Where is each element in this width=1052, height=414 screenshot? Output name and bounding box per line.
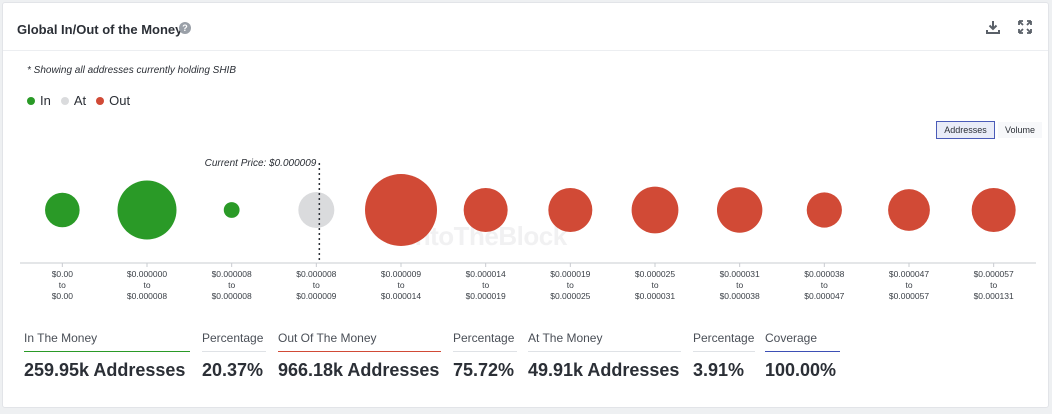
x-tick-label: $0.000038 [720,291,760,301]
stat-out-of-the-money: Out Of The Money 966.18k Addresses [278,328,441,381]
bubble-out[interactable] [365,174,437,246]
x-tick-label: to [567,280,574,290]
x-tick-label: $0.000008 [212,291,252,301]
x-tick-label: to [228,280,235,290]
x-tick-label: $0.00 [52,291,74,301]
stat-value: 100.00% [765,360,837,380]
x-tick-label: to [821,280,828,290]
stat-label: Out Of The Money [278,328,441,352]
x-tick-label: to [482,280,489,290]
x-tick-label: to [143,280,150,290]
x-tick-label: $0.000047 [889,269,929,279]
bubble-out[interactable] [716,187,763,233]
bubble-in[interactable] [223,202,240,218]
stat-value: 49.91k Addresses [528,360,680,380]
legend-in-label: In [40,93,51,108]
card-header: Global In/Out of the Money ? [3,3,1048,51]
x-tick-label: $0.000009 [296,291,336,301]
stat-at-percentage: Percentage 3.91% [693,328,755,381]
bubble-out[interactable] [631,186,679,234]
current-price-label: Current Price: $0.000009 [205,158,317,169]
holding-note: * Showing all addresses currently holdin… [27,65,236,76]
stat-value: 20.37% [202,360,264,380]
stat-value: 75.72% [453,360,515,380]
download-icon[interactable] [985,19,1001,35]
x-tick-label: $0.000008 [296,269,336,279]
legend-at-label: At [73,93,87,108]
expand-icon[interactable] [1017,19,1033,35]
x-tick-label: to [736,280,743,290]
addresses-toggle[interactable]: Addresses [936,121,995,139]
stat-value: 966.18k Addresses [278,360,440,380]
x-tick-label: $0.000014 [466,269,506,279]
bubble-out[interactable] [806,192,842,228]
legend-out-dot [96,96,105,105]
legend-item-at[interactable]: At [60,93,87,108]
x-tick-label: $0.000057 [974,269,1014,279]
x-tick-label: $0.000131 [974,291,1014,301]
legend-item-in[interactable]: In [27,93,51,108]
stat-in-percentage: Percentage 20.37% [202,328,266,381]
bubble-at[interactable] [298,192,335,228]
stat-label: Coverage [765,328,840,352]
x-tick-label: $0.000031 [720,269,760,279]
legend-out-label: Out [109,93,131,108]
bubble-in[interactable] [45,192,80,228]
bubble-out[interactable] [463,188,508,232]
x-tick-label: $0.000014 [381,291,421,301]
legend-in-dot [27,96,35,105]
x-tick-label: $0.000025 [550,291,590,301]
x-tick-label: to [651,280,658,290]
x-tick-label: $0.000038 [804,269,844,279]
volume-toggle[interactable]: Volume [997,121,1043,139]
bubble-out[interactable] [888,189,930,231]
stat-at-the-money: At The Money 49.91k Addresses [528,328,681,381]
stat-label: Percentage [693,328,755,352]
bubble-in[interactable] [117,180,177,240]
stat-out-percentage: Percentage 75.72% [453,328,517,381]
chart-card: Global In/Out of the Money ? * Showing a… [2,2,1049,408]
bubble-out[interactable] [548,188,593,232]
card-title: Global In/Out of the Money [17,22,183,37]
stat-coverage: Coverage 100.00% [765,328,840,381]
stat-label: Percentage [453,328,517,352]
x-tick-label: $0.000057 [889,291,929,301]
legend: In At Out [27,93,140,108]
stat-label: At The Money [528,328,681,352]
stat-in-the-money: In The Money 259.95k Addresses [24,328,190,381]
x-tick-label: $0.000025 [635,269,675,279]
x-tick-label: to [397,280,404,290]
x-tick-label: $0.000019 [550,269,590,279]
x-tick-label: $0.000009 [381,269,421,279]
x-tick-label: to [905,280,912,290]
x-tick-label: $0.000031 [635,291,675,301]
x-tick-label: $0.000019 [466,291,506,301]
x-tick-label: to [313,280,320,290]
x-tick-label: to [990,280,997,290]
stat-label: In The Money [24,328,190,352]
x-tick-label: $0.000008 [212,269,252,279]
bubble-chart: $0.00to$0.00$0.000000to$0.000008$0.00000… [20,158,1036,301]
x-tick-label: to [59,280,66,290]
x-tick-label: $0.000008 [127,291,167,301]
stat-value: 3.91% [693,360,745,380]
x-tick-label: $0.000047 [804,291,844,301]
stat-value: 259.95k Addresses [24,360,186,380]
bubble-out[interactable] [971,188,1016,232]
help-icon[interactable]: ? [179,22,191,34]
x-tick-label: $0.00 [52,269,74,279]
legend-at-dot [60,96,69,105]
stat-label: Percentage [202,328,266,352]
stats-row: In The Money 259.95k Addresses Percentag… [3,328,1048,388]
x-tick-label: $0.000000 [127,269,167,279]
legend-item-out[interactable]: Out [96,93,130,108]
